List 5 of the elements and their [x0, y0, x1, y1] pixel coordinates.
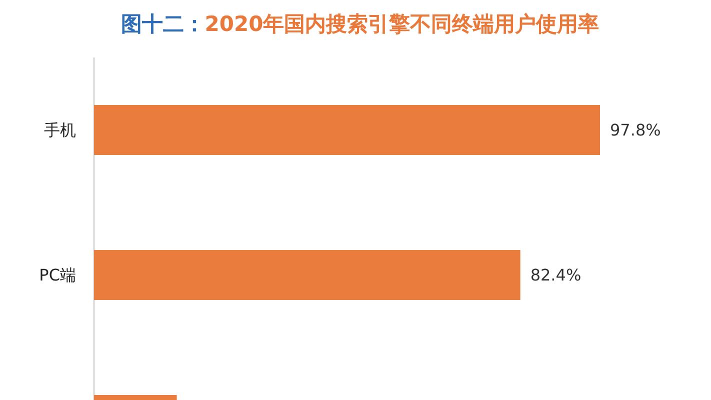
- category-label: PC端: [39, 266, 76, 284]
- value-label: 82.4%: [530, 266, 582, 284]
- value-label: 97.8%: [610, 120, 661, 140]
- title: 图十二：2020年国内搜索引擎不同终端用户使用率: [120, 12, 600, 36]
- category-label: 手机: [44, 120, 76, 140]
